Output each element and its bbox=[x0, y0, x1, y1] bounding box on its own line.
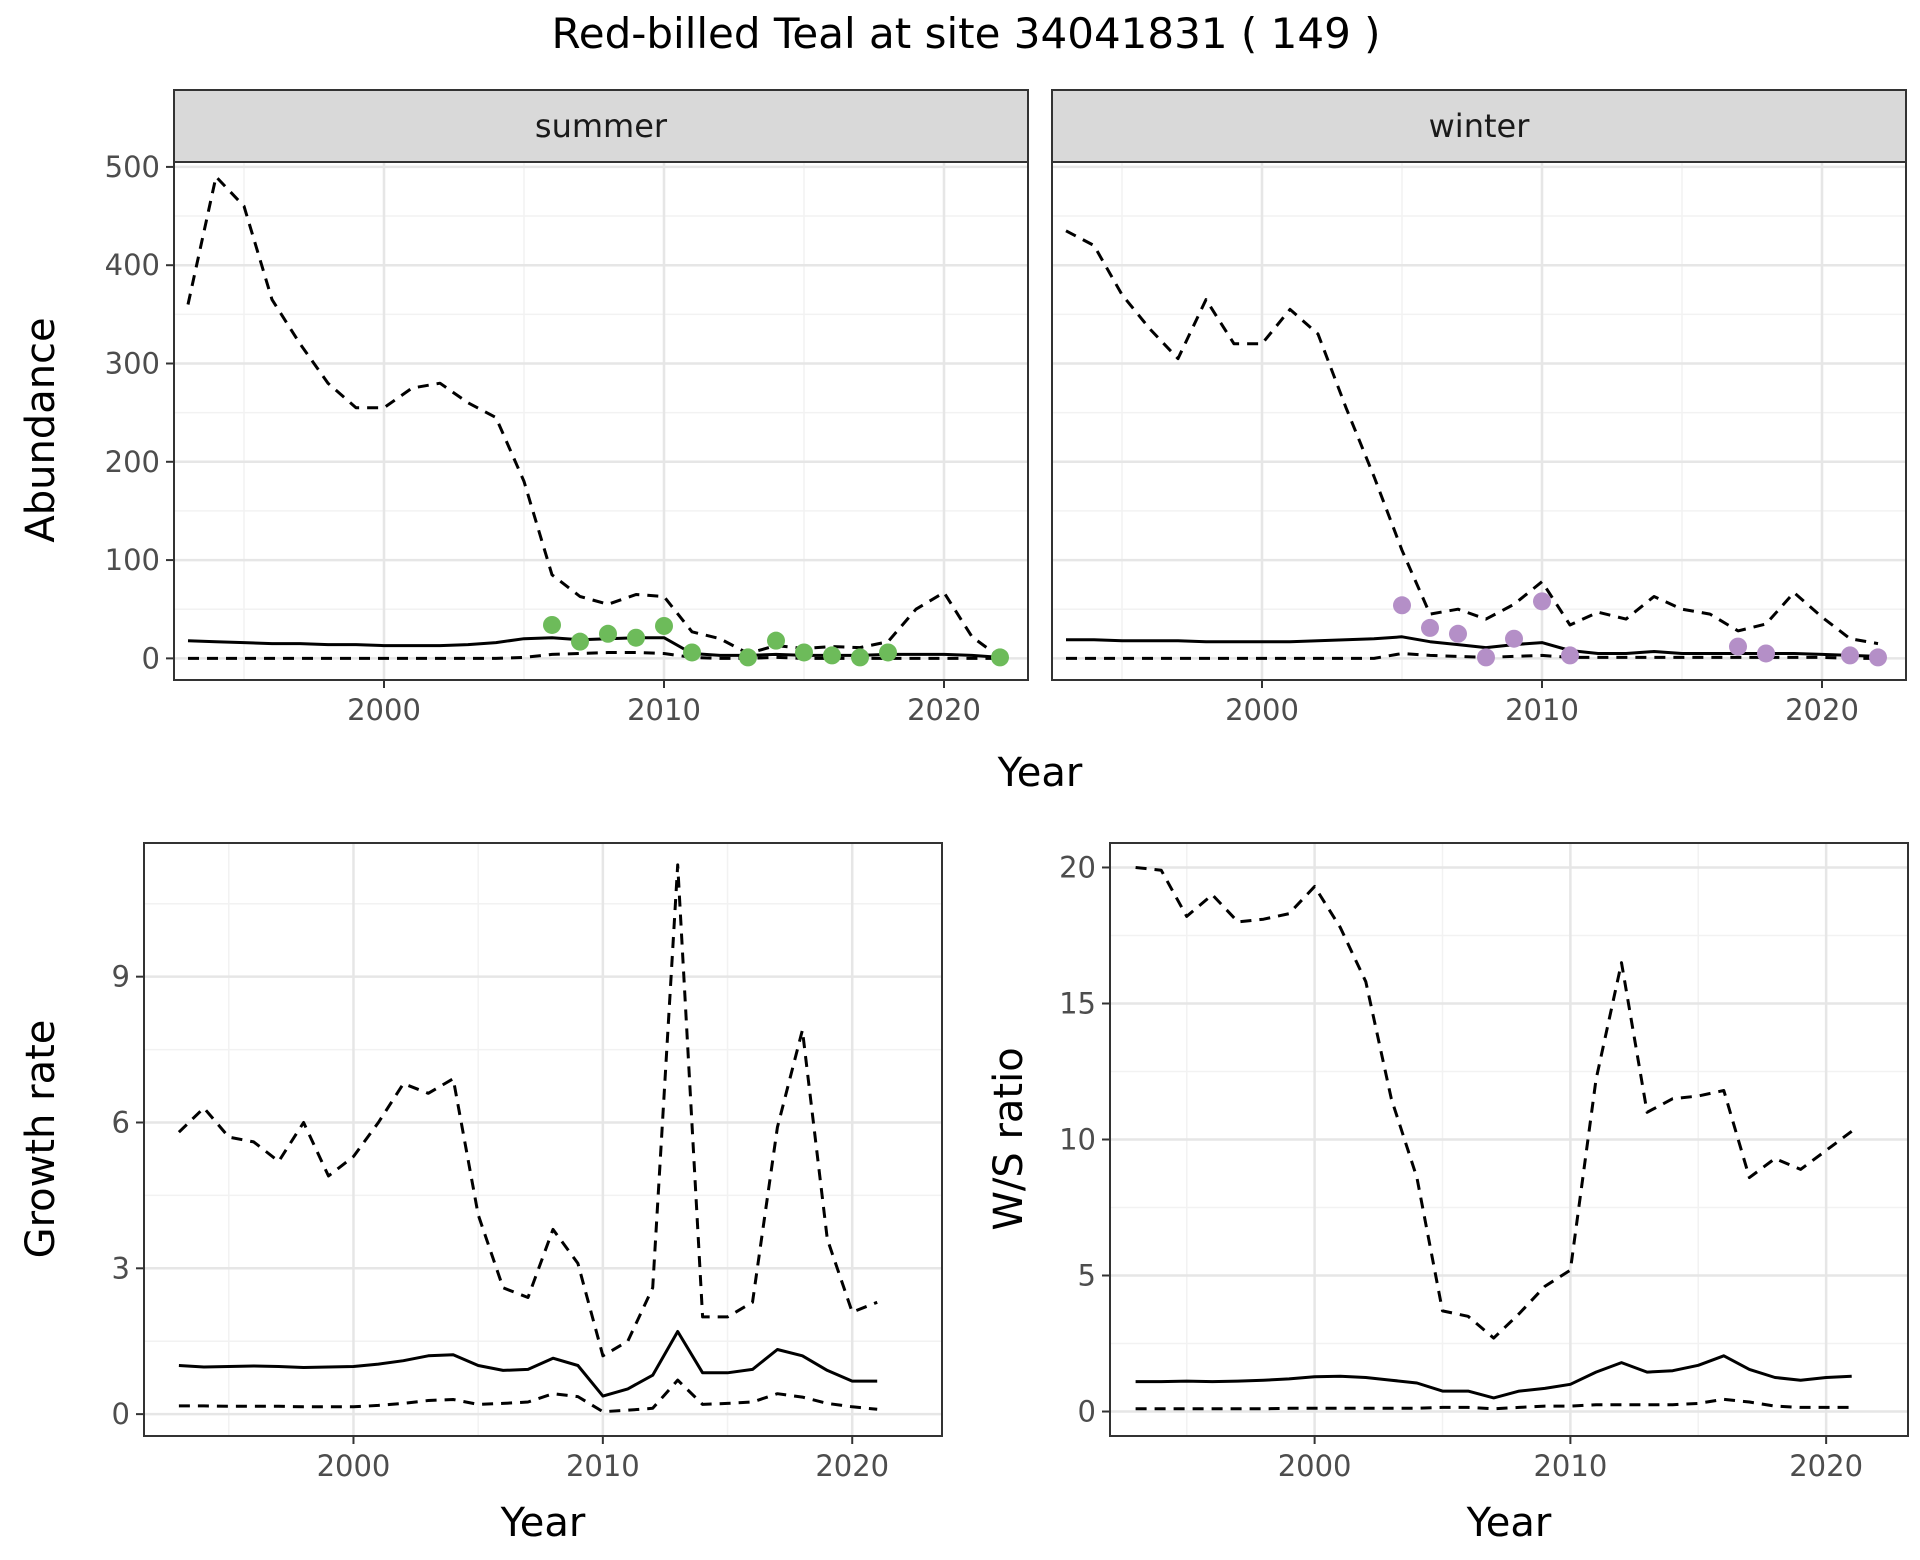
summer-y-tick-label: 200 bbox=[105, 445, 160, 479]
ws-marks bbox=[1135, 866, 1853, 1411]
growth-marks bbox=[177, 863, 878, 1414]
growth-axes: 2000 2010 2020 0 3 6 9 bbox=[112, 960, 890, 1483]
winter-x-tick-label: 2000 bbox=[1225, 693, 1299, 727]
summer-data-point bbox=[599, 624, 617, 643]
summer-x-tick-label: 2020 bbox=[907, 693, 981, 727]
winter-series-line-2 bbox=[1065, 229, 1879, 646]
winter-data-point bbox=[1421, 618, 1439, 637]
ws-series-line-2 bbox=[1135, 866, 1853, 1340]
winter-strip bbox=[1051, 89, 1907, 163]
growth-y-tick-label: 6 bbox=[112, 1105, 130, 1139]
summer-data-point bbox=[627, 628, 645, 647]
ws-y-tick-label: 0 bbox=[1078, 1395, 1096, 1429]
growth-series-line-1 bbox=[178, 1330, 878, 1398]
growth-y-tick-label: 0 bbox=[112, 1397, 130, 1431]
ws-ratio-panel: 2000 2010 2020 0 5 10 15 20 Year W/S ratio bbox=[986, 842, 1909, 1546]
summer-panel: summer 2000 2010 2020 0 100 200 300 400 500 bbox=[105, 89, 1029, 727]
winter-plot-border bbox=[1051, 161, 1907, 681]
winter-data-point bbox=[1505, 629, 1523, 648]
growth-y-tick-label: 3 bbox=[112, 1251, 130, 1285]
ws-x-tick-label: 2010 bbox=[1533, 1449, 1607, 1483]
ws-y-tick-label: 10 bbox=[1059, 1123, 1096, 1157]
growth-rate-panel: 2000 2010 2020 0 3 6 9 Year Growth rate bbox=[18, 842, 943, 1546]
growth-x-axis-title: Year bbox=[500, 1500, 586, 1546]
ws-x-tick-label: 2000 bbox=[1278, 1449, 1352, 1483]
summer-data-point bbox=[823, 646, 841, 665]
summer-y-tick-label: 500 bbox=[105, 150, 160, 184]
ws-series-line-1 bbox=[1135, 1354, 1852, 1400]
summer-plot-border bbox=[173, 161, 1029, 681]
growth-series-line-3 bbox=[178, 1378, 878, 1414]
top-y-axis-title: Abundance bbox=[18, 317, 64, 542]
summer-marks bbox=[186, 175, 1009, 667]
growth-y-tick-label: 9 bbox=[112, 960, 130, 994]
summer-series-line-3 bbox=[188, 651, 1000, 660]
ws-y-tick-label: 15 bbox=[1059, 986, 1096, 1020]
summer-data-point bbox=[851, 648, 869, 667]
summer-data-point bbox=[767, 631, 785, 650]
summer-x-tick-label: 2000 bbox=[347, 693, 421, 727]
winter-data-point bbox=[1561, 646, 1579, 665]
winter-data-point bbox=[1869, 648, 1887, 667]
growth-gridlines bbox=[144, 843, 942, 1436]
growth-x-tick-label: 2020 bbox=[815, 1449, 889, 1483]
top-x-axis-title: Year bbox=[997, 750, 1083, 796]
summer-y-tick-label: 100 bbox=[105, 543, 160, 577]
winter-data-point bbox=[1757, 644, 1775, 663]
figure-title: Red-billed Teal at site 34041831 ( 149 ) bbox=[551, 9, 1380, 58]
winter-data-point bbox=[1729, 637, 1747, 656]
summer-data-point bbox=[571, 632, 589, 651]
summer-y-tick-label: 400 bbox=[105, 248, 160, 282]
winter-series-line-3 bbox=[1066, 652, 1878, 660]
winter-data-point bbox=[1477, 648, 1495, 667]
growth-plot-border bbox=[143, 842, 943, 1437]
winter-data-point bbox=[1533, 592, 1551, 611]
summer-series-line-2 bbox=[186, 175, 1001, 659]
summer-data-point bbox=[879, 643, 897, 662]
summer-data-point bbox=[683, 643, 701, 662]
growth-x-tick-label: 2010 bbox=[566, 1449, 640, 1483]
growth-series-line-2 bbox=[177, 863, 878, 1358]
ws-axes: 2000 2010 2020 0 5 10 15 20 bbox=[1059, 850, 1863, 1483]
summer-strip-label: summer bbox=[535, 107, 668, 145]
winter-data-point bbox=[1393, 596, 1411, 615]
winter-x-tick-label: 2020 bbox=[1785, 693, 1859, 727]
winter-x-tick-label: 2010 bbox=[1505, 693, 1579, 727]
winter-strip-label: winter bbox=[1429, 107, 1531, 145]
summer-y-tick-label: 300 bbox=[105, 346, 160, 380]
winter-data-point bbox=[1449, 624, 1467, 643]
winter-data-point bbox=[1841, 646, 1859, 665]
summer-x-tick-label: 2010 bbox=[627, 693, 701, 727]
summer-y-tick-label: 0 bbox=[142, 641, 160, 675]
ws-y-tick-label: 20 bbox=[1059, 850, 1096, 884]
summer-gridlines bbox=[174, 162, 1028, 680]
summer-data-point bbox=[543, 615, 561, 634]
ws-x-axis-title: Year bbox=[1466, 1500, 1552, 1546]
summer-axes: 2000 2010 2020 0 100 200 300 400 500 bbox=[105, 150, 981, 727]
growth-y-axis-title: Growth rate bbox=[18, 1020, 64, 1259]
summer-data-point bbox=[795, 643, 813, 662]
ws-x-tick-label: 2020 bbox=[1789, 1449, 1863, 1483]
winter-axes: 2000 2010 2020 bbox=[1225, 680, 1859, 727]
growth-x-tick-label: 2000 bbox=[317, 1449, 391, 1483]
summer-data-point bbox=[655, 616, 673, 635]
ws-series-line-3 bbox=[1135, 1397, 1852, 1411]
winter-panel: winter 2000 2010 2020 bbox=[1051, 89, 1907, 727]
ws-gridlines bbox=[1110, 843, 1908, 1436]
summer-data-point bbox=[991, 648, 1009, 667]
summer-strip bbox=[173, 89, 1029, 163]
summer-data-point bbox=[739, 648, 757, 667]
ws-y-axis-title: W/S ratio bbox=[986, 1047, 1032, 1230]
ws-y-tick-label: 5 bbox=[1078, 1259, 1096, 1293]
winter-marks bbox=[1065, 229, 1887, 667]
